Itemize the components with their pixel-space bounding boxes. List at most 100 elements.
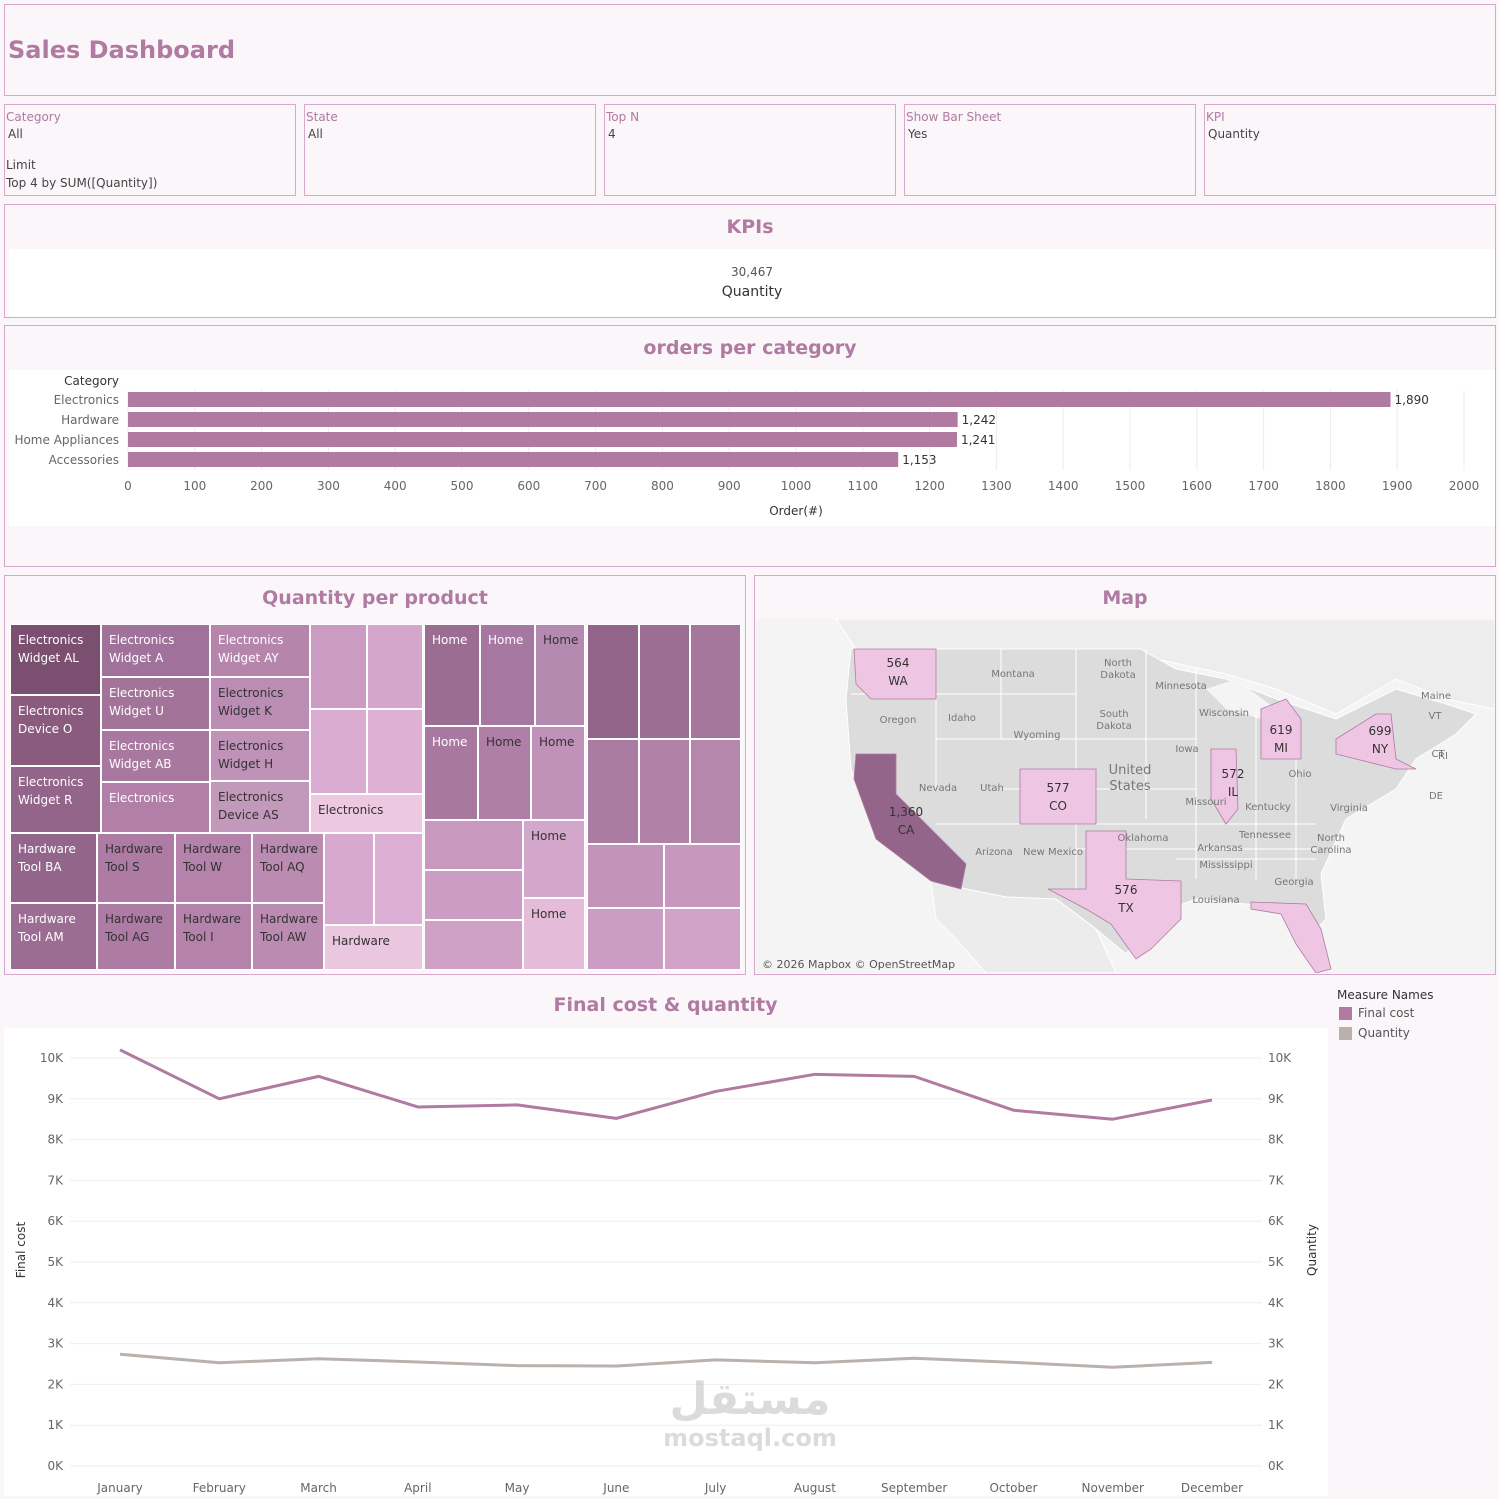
x-tick-label: November: [1082, 1481, 1144, 1495]
treemap-cell[interactable]: Electronics Widget H: [210, 730, 310, 781]
treemap-cell[interactable]: Electronics Device O: [10, 695, 101, 766]
treemap-cell[interactable]: Hardware Tool BA: [10, 833, 97, 903]
legend-swatch: [1339, 1007, 1352, 1020]
map-state-label: DE: [1429, 791, 1443, 802]
treemap-cell[interactable]: Electronics Widget A: [101, 624, 210, 677]
filter-value[interactable]: Quantity: [1208, 127, 1260, 141]
treemap-cell[interactable]: Home: [523, 820, 585, 898]
treemap-cell[interactable]: [664, 844, 741, 908]
filter-state[interactable]: State All: [304, 104, 596, 196]
map-marker-value: 577: [1047, 781, 1070, 795]
bar-tick-label: 400: [384, 479, 407, 493]
bar-tick-label: 600: [517, 479, 540, 493]
treemap-cell[interactable]: [587, 844, 664, 908]
y-left-tick-label: 6K: [47, 1214, 64, 1228]
bar: [128, 412, 958, 427]
legend-item-final-cost[interactable]: Final cost: [1337, 1006, 1497, 1024]
treemap-cell[interactable]: Home: [531, 726, 585, 820]
bar: [128, 392, 1391, 407]
treemap-cell[interactable]: Electronics Device AS: [210, 781, 310, 833]
treemap-cell[interactable]: Home: [523, 898, 585, 970]
treemap-cell[interactable]: [690, 624, 741, 739]
treemap-cell[interactable]: Electronics Widget AL: [10, 624, 101, 695]
x-tick-label: June: [602, 1481, 629, 1495]
treemap-cell[interactable]: [587, 739, 639, 844]
bar-value-label: 1,241: [961, 433, 995, 447]
filter-category[interactable]: Category All Limit Top 4 by SUM([Quantit…: [4, 104, 296, 196]
filter-top-n[interactable]: Top N 4: [604, 104, 896, 196]
treemap-cell[interactable]: [367, 624, 423, 709]
bar-category-header: Category: [64, 374, 119, 388]
treemap-cell[interactable]: Electronics Widget K: [210, 677, 310, 730]
treemap-cell[interactable]: [310, 624, 367, 709]
treemap-cell-label: Home: [531, 907, 567, 921]
treemap-cell[interactable]: Hardware Tool S: [97, 833, 175, 903]
treemap-cell[interactable]: [424, 920, 523, 970]
map-marker-state: TX: [1117, 901, 1134, 915]
treemap-cell[interactable]: [424, 870, 523, 920]
treemap-cell[interactable]: Hardware Tool AW: [252, 903, 324, 970]
treemap-cell[interactable]: Hardware Tool AG: [97, 903, 175, 970]
x-tick-label: February: [193, 1481, 246, 1495]
treemap-cell[interactable]: Home: [424, 624, 480, 726]
treemap-cell[interactable]: Hardware Tool I: [175, 903, 252, 970]
legend-item-quantity[interactable]: Quantity: [1337, 1026, 1497, 1044]
treemap-cell[interactable]: [310, 709, 367, 794]
filter-value[interactable]: All: [8, 127, 23, 141]
map-marker-state: CA: [898, 823, 915, 837]
treemap-cell[interactable]: [367, 709, 423, 794]
bar-chart: 0 100 200 300 400 500 600 700 800 900 1000 1100 1200…: [14, 374, 1479, 518]
watermark-logo: مستقل mostaql.com: [650, 1376, 850, 1453]
kpi-panel: KPIs 30,467 Quantity: [4, 204, 1496, 318]
map-state-label: Minnesota: [1155, 681, 1207, 692]
filter-value[interactable]: 4: [608, 127, 616, 141]
filter-limit-value: Top 4 by SUM([Quantity]): [6, 176, 158, 190]
treemap-cell[interactable]: Electronics Widget U: [101, 677, 210, 730]
y-left-tick-label: 10K: [40, 1051, 64, 1065]
legend-label: Final cost: [1358, 1006, 1415, 1020]
treemap-cell[interactable]: [324, 833, 374, 925]
treemap-cell[interactable]: Home: [535, 624, 585, 726]
filter-label: Top N: [606, 110, 640, 124]
treemap-cell-label: Electronics Widget H: [218, 739, 284, 771]
treemap-cell[interactable]: Electronics Widget AB: [101, 730, 210, 782]
treemap-cell[interactable]: [374, 833, 423, 925]
treemap-cell[interactable]: Home: [478, 726, 531, 820]
treemap-cell[interactable]: [690, 739, 741, 844]
filter-show-bar-sheet[interactable]: Show Bar Sheet Yes: [904, 104, 1196, 196]
treemap-cell[interactable]: [424, 820, 523, 870]
filter-value[interactable]: All: [308, 127, 323, 141]
treemap-cell[interactable]: Home: [424, 726, 478, 820]
bar-tick-label: 1300: [981, 479, 1012, 493]
bar-value-label: 1,890: [1395, 393, 1429, 407]
y-right-axis-label: Quantity: [1305, 1224, 1319, 1276]
filter-label: Show Bar Sheet: [906, 110, 1002, 124]
treemap-cell[interactable]: Hardware: [324, 925, 423, 970]
treemap-cell-label: Electronics Widget AY: [218, 633, 284, 665]
kpi-title: KPIs: [726, 216, 774, 238]
treemap-cell[interactable]: Hardware Tool AQ: [252, 833, 324, 903]
bar-tick-label: 900: [718, 479, 741, 493]
treemap-cell[interactable]: Electronics Widget R: [10, 766, 101, 833]
treemap-cell[interactable]: [587, 624, 639, 739]
y-left-tick-label: 1K: [47, 1418, 64, 1432]
treemap-cell[interactable]: [587, 908, 664, 970]
y-left-tick-label: 3K: [47, 1337, 64, 1351]
treemap-cell[interactable]: Hardware Tool AM: [10, 903, 97, 970]
treemap-cell[interactable]: [639, 624, 690, 739]
treemap-cell-label: Electronics Widget AL: [18, 633, 84, 665]
treemap-cell[interactable]: [664, 908, 741, 970]
treemap-cell[interactable]: Hardware Tool W: [175, 833, 252, 903]
treemap-cell-label: Electronics Widget AB: [109, 739, 175, 771]
filter-kpi[interactable]: KPI Quantity: [1204, 104, 1496, 196]
filter-value[interactable]: Yes: [908, 127, 928, 141]
map[interactable]: Montana North Dakota Minnesota Oregon Idaho So…: [756, 619, 1495, 973]
treemap-cell[interactable]: Electronics: [310, 794, 423, 833]
treemap-cell[interactable]: Home: [480, 624, 535, 726]
map-state-label: Wisconsin: [1199, 708, 1249, 719]
treemap-cell[interactable]: Electronics Widget AY: [210, 624, 310, 677]
map-state-label: Iowa: [1175, 744, 1198, 755]
map-state-label: CT: [1431, 749, 1445, 760]
treemap-cell[interactable]: [639, 739, 690, 844]
treemap-cell[interactable]: Electronics: [101, 782, 210, 833]
